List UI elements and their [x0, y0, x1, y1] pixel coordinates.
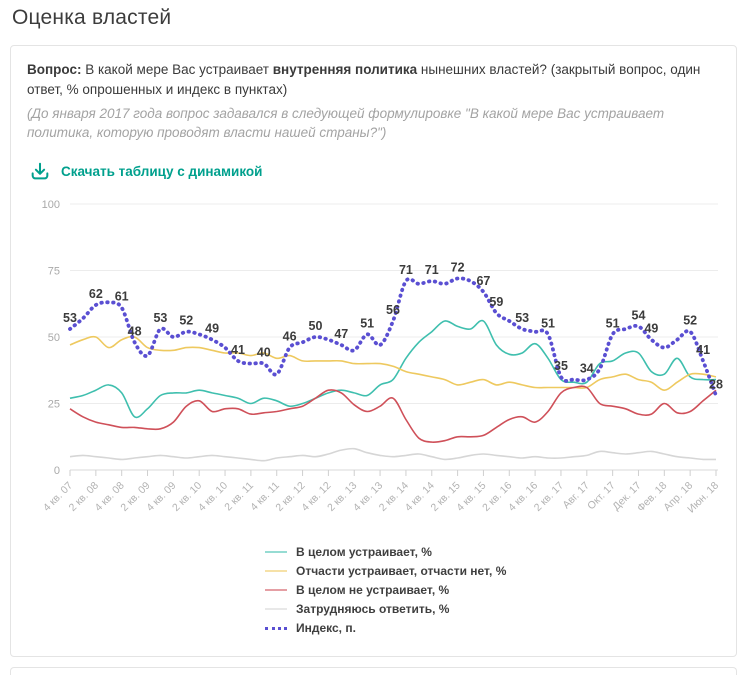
svg-text:75: 75: [48, 265, 60, 277]
svg-text:41: 41: [231, 343, 245, 357]
question-note: (До января 2017 года вопрос задавался в …: [27, 105, 665, 141]
svg-text:28: 28: [709, 377, 723, 391]
svg-text:72: 72: [451, 260, 465, 274]
svg-text:67: 67: [476, 273, 490, 287]
question-part1: В какой мере Вас устраивает: [81, 62, 273, 77]
svg-text:71: 71: [425, 263, 439, 277]
svg-text:51: 51: [360, 316, 374, 330]
svg-text:51: 51: [541, 316, 555, 330]
svg-text:25: 25: [48, 398, 60, 410]
svg-text:47: 47: [334, 327, 348, 341]
svg-text:53: 53: [153, 311, 167, 325]
svg-text:59: 59: [489, 295, 503, 309]
legend-swatch-line: [265, 551, 287, 554]
svg-text:35: 35: [554, 359, 568, 373]
next-section-card-edge: [10, 666, 737, 675]
legend-label: В целом не устраивает, %: [296, 583, 450, 598]
svg-text:40: 40: [257, 345, 271, 359]
download-icon: [31, 162, 49, 180]
svg-text:34: 34: [580, 361, 594, 375]
legend-item: В целом устраивает, %: [265, 543, 720, 562]
page-title: Оценка властей: [12, 6, 172, 29]
legend-item: Отчасти устраивает, отчасти нет, %: [265, 562, 720, 581]
svg-text:52: 52: [683, 313, 697, 327]
question-part2: нынешних властей? (закрытый вопрос, один…: [27, 62, 701, 98]
legend-label: Затрудняюсь ответить, %: [296, 602, 450, 617]
svg-text:46: 46: [283, 329, 297, 343]
svg-text:2 кв. 17: 2 кв. 17: [532, 479, 566, 513]
svg-text:62: 62: [89, 287, 103, 301]
svg-text:61: 61: [115, 289, 129, 303]
svg-text:51: 51: [606, 316, 620, 330]
legend-item: В целом не устраивает, %: [265, 581, 720, 600]
svg-text:53: 53: [515, 311, 529, 325]
legend-item: Затрудняюсь ответить, %: [265, 600, 720, 619]
legend-label: Отчасти устраивает, отчасти нет, %: [296, 564, 507, 579]
svg-text:50: 50: [48, 332, 60, 344]
svg-text:49: 49: [205, 321, 219, 335]
svg-text:56: 56: [386, 303, 400, 317]
legend-label: В целом устраивает, %: [296, 545, 432, 560]
legend-label: Индекс, п.: [296, 621, 356, 636]
svg-text:53: 53: [63, 311, 77, 325]
svg-text:71: 71: [399, 263, 413, 277]
download-label: Скачать таблицу с динамикой: [61, 164, 263, 180]
legend-swatch-line: [265, 589, 287, 592]
svg-text:100: 100: [42, 199, 60, 211]
line-chart: 100 75 50 25 0 4 кв. 07 2 кв. 08 4 кв. 08 2 кв. …: [33, 196, 723, 539]
svg-text:48: 48: [128, 324, 142, 338]
svg-text:49: 49: [644, 321, 658, 335]
question-text: Вопрос: В какой мере Вас устраивает внут…: [27, 60, 720, 101]
download-link[interactable]: Скачать таблицу с динамикой: [29, 161, 262, 183]
legend-swatch-dots: [265, 626, 287, 630]
legend-swatch-line: [265, 608, 287, 611]
legend-item: Индекс, п.: [265, 619, 720, 638]
question-card: Вопрос: В какой мере Вас устраивает внут…: [10, 45, 737, 657]
svg-text:54: 54: [632, 308, 646, 322]
svg-text:41: 41: [696, 343, 710, 357]
legend-swatch-line: [265, 570, 287, 573]
question-bold-phrase: внутренняя политика: [272, 62, 418, 77]
svg-text:50: 50: [309, 319, 323, 333]
svg-text:52: 52: [179, 313, 193, 327]
chart-legend: В целом устраивает, % Отчасти устраивает…: [265, 543, 720, 638]
svg-text:0: 0: [54, 465, 60, 477]
question-label: Вопрос:: [27, 62, 82, 77]
